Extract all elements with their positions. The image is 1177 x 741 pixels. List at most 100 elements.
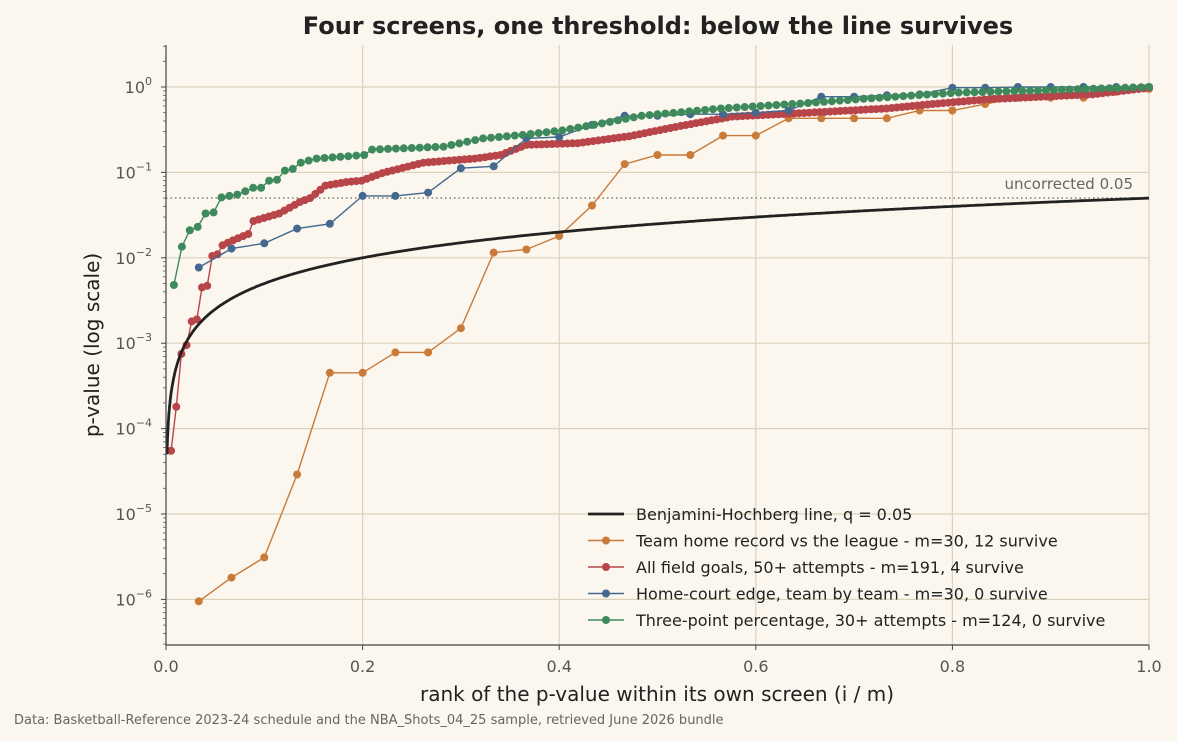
data-point — [1097, 84, 1106, 93]
data-point — [456, 164, 465, 173]
legend-item: Three-point percentage, 30+ attempts - m… — [588, 611, 1105, 630]
data-point — [820, 97, 828, 106]
data-point — [784, 106, 793, 115]
data-point — [724, 104, 733, 112]
data-point — [978, 88, 987, 96]
data-point — [192, 315, 201, 324]
series-line — [198, 88, 1150, 602]
y-tick-label: 10−1 — [115, 160, 152, 182]
legend-label: Team home record vs the league - m=30, 1… — [635, 532, 1058, 551]
data-point — [796, 99, 805, 108]
data-point — [320, 154, 329, 162]
data-point — [424, 188, 433, 197]
data-point — [620, 160, 629, 169]
y-tick-label: 10−4 — [115, 417, 152, 439]
data-point — [209, 208, 218, 217]
data-point — [447, 141, 456, 149]
data-point — [851, 95, 860, 104]
data-point — [962, 88, 971, 97]
data-point — [1145, 83, 1153, 91]
data-point — [835, 96, 844, 105]
axes — [161, 45, 1150, 650]
data-point — [637, 111, 646, 120]
data-point — [859, 94, 868, 103]
data-point — [1065, 85, 1074, 94]
data-point — [368, 145, 377, 154]
data-point — [194, 597, 203, 606]
series-group — [167, 83, 1153, 606]
data-point — [328, 153, 337, 162]
data-point — [399, 144, 408, 153]
data-point — [954, 88, 963, 97]
x-axis-label: rank of the p-value within its own scree… — [420, 682, 894, 706]
data-point — [344, 152, 353, 161]
data-point — [686, 151, 695, 159]
data-point — [227, 573, 236, 582]
data-point — [701, 106, 710, 114]
data-point — [938, 89, 947, 98]
tick-labels: 0.0 0.2 0.4 0.6 0.8 1.0 100 10−1 10−2 10−3 10−4 10−… — [115, 75, 1161, 676]
data-point — [882, 114, 891, 123]
data-point — [1105, 84, 1114, 93]
data-point — [582, 122, 591, 131]
data-point — [843, 96, 852, 104]
y-tick-label: 100 — [125, 75, 152, 97]
data-point — [817, 114, 826, 123]
data-point — [986, 87, 995, 96]
data-point — [510, 131, 519, 140]
y-axis-label: p-value (log scale) — [80, 253, 104, 437]
data-point — [899, 92, 908, 101]
legend-marker — [602, 589, 610, 598]
data-point — [716, 104, 725, 113]
data-point — [439, 142, 448, 151]
data-point — [489, 248, 498, 257]
data-point — [764, 101, 773, 110]
data-point — [193, 222, 202, 231]
data-point — [167, 446, 176, 455]
data-point — [756, 102, 765, 110]
data-point — [772, 101, 781, 109]
reference-line-group: uncorrected 0.05 — [166, 175, 1149, 199]
series-2 — [167, 83, 1153, 455]
data-point — [325, 219, 334, 228]
data-point — [518, 130, 527, 139]
data-point — [1057, 85, 1066, 94]
data-point — [558, 126, 567, 135]
data-point — [1010, 87, 1019, 96]
data-point — [249, 183, 258, 192]
data-point — [732, 103, 741, 112]
data-point — [225, 191, 234, 200]
data-point — [875, 93, 884, 102]
data-point — [669, 108, 678, 117]
data-point — [257, 183, 266, 192]
y-tick-label: 10−2 — [115, 246, 152, 268]
data-point — [883, 93, 892, 102]
data-point — [217, 193, 226, 202]
data-point — [352, 151, 361, 160]
data-point — [522, 245, 531, 254]
data-point — [489, 162, 498, 171]
data-point — [280, 166, 289, 175]
data-point — [598, 119, 606, 128]
data-point — [431, 143, 440, 151]
legend: Benjamini-Hochberg line, q = 0.05 Team ho… — [588, 505, 1105, 630]
data-point — [588, 201, 596, 210]
data-point — [293, 224, 302, 233]
data-point — [233, 190, 242, 199]
data-point — [358, 191, 367, 200]
chart-title: Four screens, one threshold: below the l… — [303, 12, 1013, 40]
data-point — [653, 110, 662, 119]
data-point — [948, 106, 957, 115]
data-point — [574, 123, 583, 132]
legend-label: Benjamini-Hochberg line, q = 0.05 — [636, 505, 912, 524]
bh-line — [165, 196, 1150, 455]
data-point — [555, 232, 564, 240]
data-point — [456, 324, 465, 333]
data-point — [487, 133, 495, 142]
data-point — [867, 94, 876, 103]
data-point — [336, 152, 345, 161]
data-point — [1113, 84, 1122, 92]
data-point — [471, 136, 480, 145]
data-point — [534, 129, 543, 138]
